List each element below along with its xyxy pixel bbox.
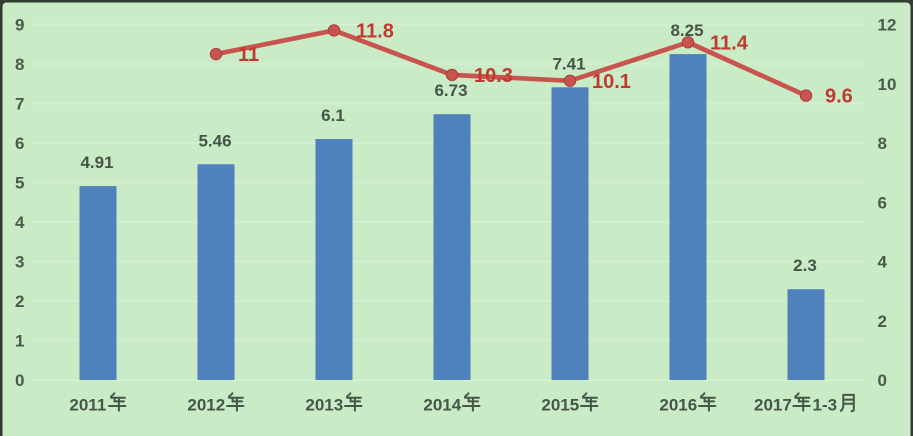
svg-text:6.1: 6.1: [321, 106, 345, 125]
svg-text:6: 6: [15, 134, 24, 153]
svg-text:1: 1: [15, 332, 24, 351]
svg-text:2017: 2017: [754, 396, 792, 415]
svg-text:5: 5: [15, 174, 24, 193]
svg-text:2.3: 2.3: [793, 256, 817, 275]
svg-text:9.6: 9.6: [825, 86, 853, 108]
svg-text:10.1: 10.1: [592, 71, 631, 93]
svg-text:8: 8: [15, 55, 24, 74]
svg-text:6: 6: [878, 193, 887, 212]
svg-text:5.46: 5.46: [198, 131, 231, 150]
svg-text:0: 0: [878, 371, 887, 390]
svg-text:6.73: 6.73: [434, 81, 467, 100]
svg-text:2014: 2014: [423, 396, 461, 415]
svg-text:2016: 2016: [659, 396, 697, 415]
svg-text:3: 3: [15, 253, 24, 272]
svg-text:9: 9: [15, 16, 24, 35]
svg-text:1-3: 1-3: [813, 396, 838, 415]
svg-text:4: 4: [878, 253, 888, 272]
svg-text:8: 8: [878, 134, 887, 153]
svg-text:7: 7: [15, 95, 24, 114]
svg-text:12: 12: [878, 16, 897, 35]
svg-text:2: 2: [15, 292, 24, 311]
svg-text:7.41: 7.41: [552, 54, 585, 73]
svg-text:11: 11: [238, 44, 259, 66]
svg-text:8.25: 8.25: [670, 21, 703, 40]
svg-text:4.91: 4.91: [80, 153, 113, 172]
svg-text:2013: 2013: [305, 396, 343, 415]
svg-text:0: 0: [15, 371, 24, 390]
svg-text:11.8: 11.8: [356, 20, 394, 42]
svg-text:10.3: 10.3: [474, 65, 513, 87]
svg-text:2015: 2015: [541, 396, 579, 415]
svg-text:4: 4: [15, 213, 25, 232]
svg-text:10: 10: [878, 75, 897, 94]
svg-text:11.4: 11.4: [710, 32, 749, 54]
svg-text:2: 2: [878, 312, 887, 331]
svg-text:2011: 2011: [69, 396, 106, 415]
svg-text:2012: 2012: [187, 396, 225, 415]
